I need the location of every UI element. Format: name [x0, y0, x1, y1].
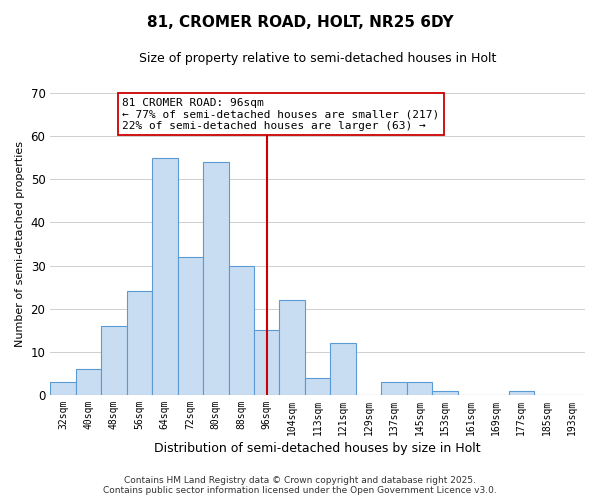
Bar: [203, 162, 229, 395]
X-axis label: Distribution of semi-detached houses by size in Holt: Distribution of semi-detached houses by …: [154, 442, 481, 455]
Bar: [101, 326, 127, 395]
Bar: [76, 369, 101, 395]
Bar: [229, 266, 254, 395]
Bar: [280, 300, 305, 395]
Bar: [331, 343, 356, 395]
Bar: [178, 257, 203, 395]
Bar: [152, 158, 178, 395]
Text: Contains HM Land Registry data © Crown copyright and database right 2025.
Contai: Contains HM Land Registry data © Crown c…: [103, 476, 497, 495]
Bar: [254, 330, 280, 395]
Text: 81 CROMER ROAD: 96sqm
← 77% of semi-detached houses are smaller (217)
22% of sem: 81 CROMER ROAD: 96sqm ← 77% of semi-deta…: [122, 98, 440, 131]
Bar: [127, 292, 152, 395]
Title: Size of property relative to semi-detached houses in Holt: Size of property relative to semi-detach…: [139, 52, 496, 66]
Bar: [50, 382, 76, 395]
Bar: [305, 378, 331, 395]
Text: 81, CROMER ROAD, HOLT, NR25 6DY: 81, CROMER ROAD, HOLT, NR25 6DY: [146, 15, 454, 30]
Bar: [432, 390, 458, 395]
Y-axis label: Number of semi-detached properties: Number of semi-detached properties: [15, 141, 25, 347]
Bar: [509, 390, 534, 395]
Bar: [407, 382, 432, 395]
Bar: [382, 382, 407, 395]
